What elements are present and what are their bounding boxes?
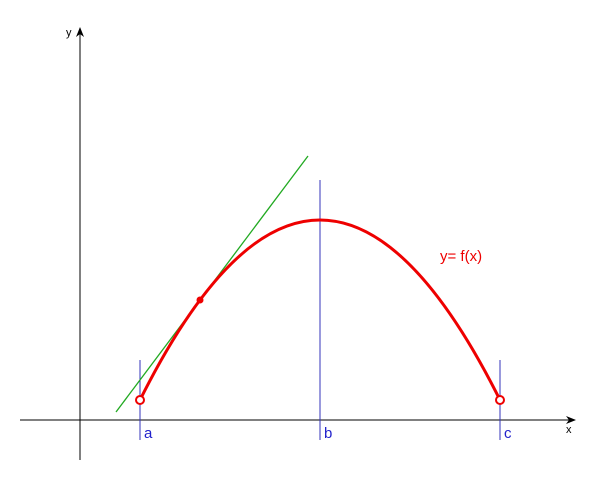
x-axis-label: x [566,424,572,436]
label-b: b [324,425,332,442]
label-a: a [144,425,153,442]
label-c: c [504,425,512,442]
y-axis-label: y [66,27,72,39]
open-endpoint [135,395,145,405]
open-endpoint [495,395,505,405]
tangent-point [196,296,204,304]
curve [138,218,502,401]
curve-label: y= f(x) [440,248,482,265]
